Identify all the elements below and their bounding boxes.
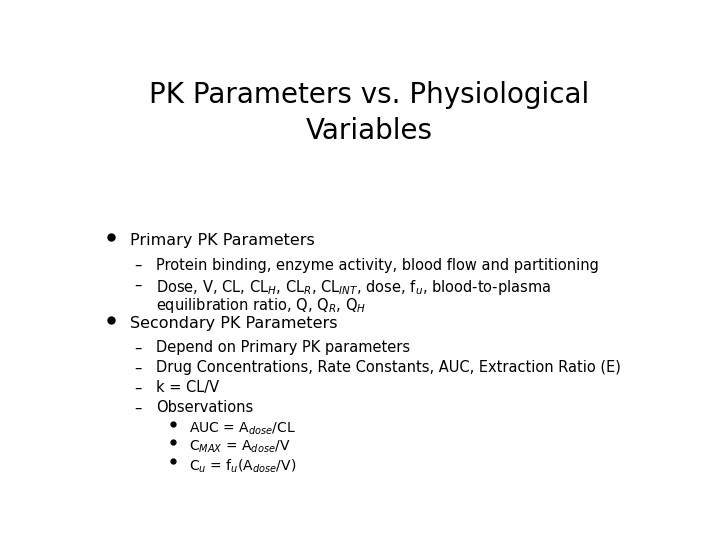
Text: Primary PK Parameters: Primary PK Parameters (130, 233, 315, 248)
Text: Dose, V, CL, CL$_H$, CL$_R$, CL$_{INT}$, dose, f$_u$, blood-to-plasma: Dose, V, CL, CL$_H$, CL$_R$, CL$_{INT}$,… (156, 278, 551, 297)
Text: AUC = A$_{dose}$/CL: AUC = A$_{dose}$/CL (189, 420, 296, 437)
Text: Observations: Observations (156, 400, 253, 415)
Text: PK Parameters vs. Physiological
Variables: PK Parameters vs. Physiological Variable… (149, 82, 589, 145)
Text: –: – (135, 341, 142, 355)
Text: –: – (135, 400, 142, 415)
Text: Secondary PK Parameters: Secondary PK Parameters (130, 315, 338, 330)
Text: –: – (135, 380, 142, 395)
Text: equilibration ratio, Q, Q$_R$, Q$_H$: equilibration ratio, Q, Q$_R$, Q$_H$ (156, 295, 366, 315)
Text: k = CL/V: k = CL/V (156, 380, 219, 395)
Text: Protein binding, enzyme activity, blood flow and partitioning: Protein binding, enzyme activity, blood … (156, 258, 599, 273)
Text: –: – (135, 278, 142, 293)
Text: Depend on Primary PK parameters: Depend on Primary PK parameters (156, 341, 410, 355)
Text: C$_u$ = f$_u$(A$_{dose}$/V): C$_u$ = f$_u$(A$_{dose}$/V) (189, 458, 297, 475)
Text: –: – (135, 258, 142, 273)
Text: C$_{MAX}$ = A$_{dose}$/V: C$_{MAX}$ = A$_{dose}$/V (189, 439, 291, 455)
Text: Drug Concentrations, Rate Constants, AUC, Extraction Ratio (E): Drug Concentrations, Rate Constants, AUC… (156, 360, 621, 375)
Text: –: – (135, 360, 142, 375)
